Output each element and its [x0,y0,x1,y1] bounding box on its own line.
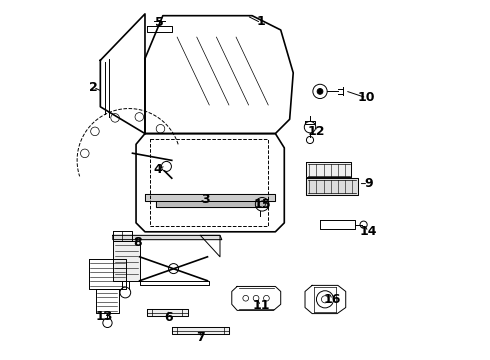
Text: 10: 10 [358,91,375,104]
Text: 4: 4 [153,163,162,176]
Text: 2: 2 [89,81,98,94]
Text: 16: 16 [324,293,341,306]
Text: 8: 8 [133,236,142,249]
Text: 13: 13 [95,310,113,323]
Polygon shape [145,194,275,201]
Text: 12: 12 [308,125,325,138]
Text: 9: 9 [364,177,372,190]
Polygon shape [306,162,351,177]
Text: 3: 3 [201,193,210,206]
Text: 1: 1 [257,14,266,27]
Polygon shape [172,327,229,334]
Polygon shape [113,235,222,240]
Text: 11: 11 [252,299,270,312]
Text: 15: 15 [253,198,271,211]
Text: 7: 7 [196,332,205,345]
Text: 6: 6 [164,311,172,324]
Polygon shape [156,202,268,207]
Text: 5: 5 [155,16,164,29]
Polygon shape [147,309,188,316]
Bar [113,241,140,281]
Polygon shape [306,178,358,195]
Circle shape [317,89,323,94]
Text: 14: 14 [360,225,377,238]
